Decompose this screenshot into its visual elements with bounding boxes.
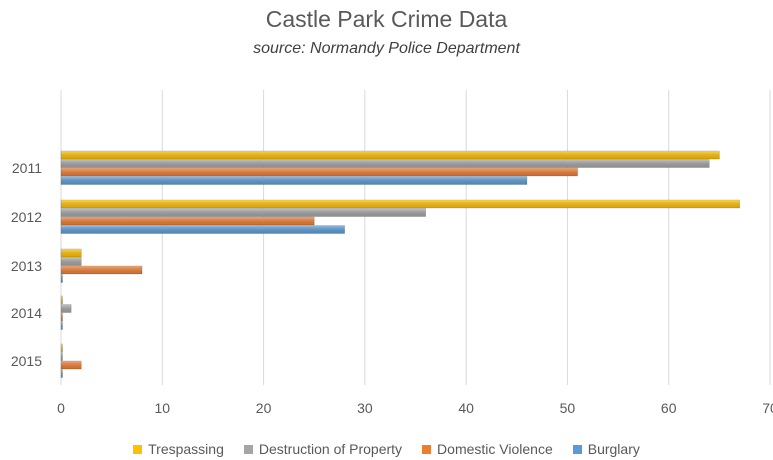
bar (60, 159, 710, 168)
bar (60, 274, 63, 283)
bar (60, 208, 426, 217)
chart-title: Castle Park Crime Data (265, 6, 508, 32)
bar (60, 176, 528, 185)
bar (60, 369, 63, 378)
bar (60, 265, 143, 275)
bar-shade (61, 176, 527, 185)
x-tick-label: 10 (154, 400, 170, 416)
legend-swatch (422, 444, 432, 454)
x-tick-label: 0 (57, 400, 65, 416)
bar-shade (61, 257, 82, 266)
bar (60, 321, 63, 330)
legend-swatch (243, 444, 253, 454)
legend-label: Trespassing (148, 441, 224, 457)
bar (60, 257, 82, 266)
bar (60, 216, 315, 226)
gridlines (60, 90, 771, 385)
bar-shade (61, 361, 82, 369)
bar-shade (61, 304, 72, 313)
bar-shade (61, 266, 143, 274)
bar-shade (61, 151, 720, 159)
category-axis: 2011 2012 2013 2014 2015 (11, 160, 42, 369)
y-category-label: 2011 (12, 160, 42, 176)
bar-shade (61, 321, 63, 330)
y-category-label: 2014 (11, 305, 42, 321)
legend-label: Domestic Violence (437, 441, 553, 457)
bar (60, 295, 63, 305)
bar (60, 312, 63, 322)
bar-shade (61, 352, 63, 361)
bar (60, 343, 63, 353)
x-tick-label: 50 (560, 400, 576, 416)
bar (60, 150, 720, 160)
y-category-label: 2015 (11, 353, 42, 369)
legend-swatch (133, 444, 143, 454)
x-tick-label: 20 (256, 400, 272, 416)
legend-item: Destruction of Property (243, 441, 403, 457)
bar-shade (61, 225, 345, 234)
bar-shade (61, 296, 63, 304)
bar-shade (61, 217, 315, 225)
bar-shade (61, 208, 426, 217)
legend: Trespassing Destruction of Property Domest… (0, 441, 773, 457)
legend-item: Domestic Violence (422, 441, 553, 457)
bar-shade (61, 249, 82, 257)
bar (60, 360, 82, 370)
x-tick-label: 30 (357, 400, 373, 416)
legend-item: Burglary (572, 441, 640, 457)
bar-shade (61, 159, 710, 168)
x-tick-label: 40 (458, 400, 474, 416)
x-tick-label: 60 (661, 400, 677, 416)
bar (60, 352, 63, 361)
bar-shade (61, 200, 740, 208)
bar (60, 225, 345, 234)
bar-shade (61, 313, 63, 321)
bar (60, 167, 578, 177)
legend-label: Destruction of Property (258, 441, 403, 457)
chart-subtitle: source: Normandy Police Department (253, 40, 520, 57)
legend-swatch (572, 444, 582, 454)
bar (60, 199, 740, 209)
bar-shade (61, 274, 63, 283)
y-category-label: 2012 (11, 209, 42, 225)
bar-shade (61, 168, 578, 176)
y-category-label: 2013 (11, 258, 42, 274)
bar (60, 304, 72, 313)
x-tick-label: 70 (762, 400, 773, 416)
legend-label: Burglary (587, 441, 640, 457)
bar (60, 248, 82, 258)
bar-shade (61, 344, 63, 352)
legend-item: Trespassing (133, 441, 224, 457)
bar-shade (61, 369, 63, 378)
bars (60, 150, 740, 378)
value-axis: 0 10 20 30 40 50 60 70 (57, 400, 773, 416)
